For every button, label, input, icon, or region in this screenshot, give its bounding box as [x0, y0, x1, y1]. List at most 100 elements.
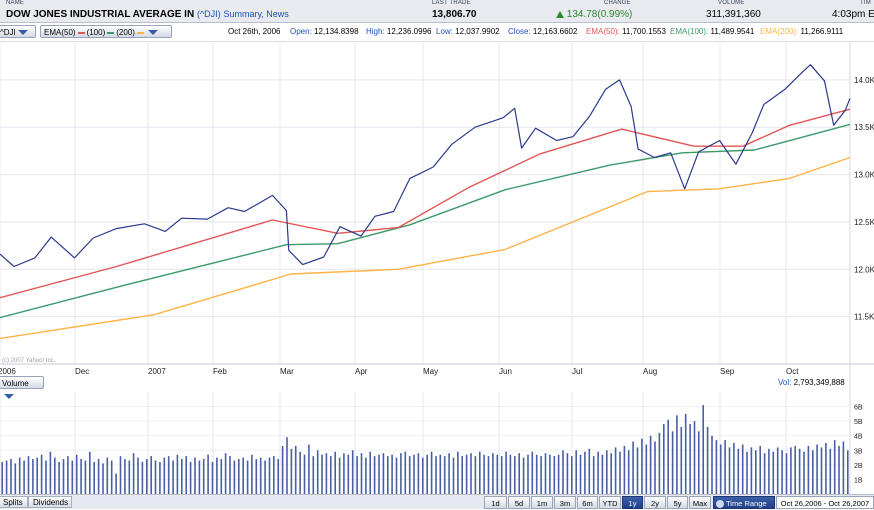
- series-line-dji: [0, 64, 851, 268]
- range-1d-button[interactable]: 1d: [484, 496, 507, 509]
- low-readout: Low: 12,037.9902: [436, 27, 500, 36]
- close-value: 12,163.6602: [532, 27, 578, 36]
- chart-grid: [0, 42, 874, 494]
- range-max-button[interactable]: Max: [689, 496, 711, 509]
- low-value: 12,037.9902: [455, 27, 500, 36]
- ema100-swatch: [107, 31, 115, 34]
- y-tick-label: 13.0K: [854, 171, 874, 180]
- time-range-icon: [716, 500, 724, 509]
- x-tick-label: 2007: [148, 367, 166, 376]
- y-tick-label: 11.5K: [854, 313, 874, 322]
- chevron-down-icon: [4, 394, 14, 400]
- range-6m-button[interactable]: 6m: [577, 496, 598, 509]
- vol-label: Vol:: [778, 378, 792, 387]
- x-tick-label: Feb: [213, 367, 227, 376]
- chevron-down-icon: [17, 30, 28, 36]
- ema100-label: EMA(100):: [670, 27, 709, 36]
- volume-tick-label: 6B: [854, 405, 863, 412]
- y-tick-label: 12.5K: [854, 218, 874, 227]
- ema200-readout: EMA(200): 11,266.9111: [760, 27, 843, 36]
- ema50-label: EMA(50):: [586, 27, 620, 36]
- volume-tick-label: 3B: [854, 448, 863, 455]
- copyright-watermark: (c) 2007 Yahoo! Inc.: [2, 358, 56, 364]
- series-line-ema200: [0, 156, 851, 340]
- x-tick-label: Aug: [643, 367, 657, 376]
- high-value: 12,236.0996: [386, 27, 432, 36]
- volume-tick-label: 4B: [854, 434, 863, 441]
- name-column-label: NAME: [6, 0, 25, 6]
- change-value: 134.78(0.99%): [566, 9, 633, 20]
- dividends-tab[interactable]: Dividends: [28, 496, 72, 508]
- price-chart[interactable]: 2006 Dec 2007 Feb Mar Apr May Jun Jul Aug Sep Oct 1…: [0, 42, 874, 494]
- ema-indicator-dropdown[interactable]: EMA(50) (100) (200): [40, 25, 172, 38]
- volume-axis-labels: 6B 5B 4B 3B 2B 1B: [854, 405, 863, 485]
- y-axis-labels: 14.0K 13.5K 13.0K 12.5K 12.0K 11.5K: [854, 76, 874, 322]
- volume-value: 311,391,360: [706, 9, 761, 20]
- stock-symbol: (^DJI): [196, 9, 221, 19]
- open-label: Open:: [290, 27, 312, 36]
- y-tick-label: 14.0K: [854, 76, 874, 85]
- range-1y-button[interactable]: 1y: [622, 496, 643, 509]
- last-trade-value: 13,806.70: [432, 9, 477, 20]
- symbol-label: ^DJI: [0, 28, 16, 37]
- ema100-readout: EMA(100): 11,489.9541: [670, 27, 754, 36]
- close-readout: Close: 12,163.6602: [508, 27, 577, 36]
- splits-tab[interactable]: Splits: [0, 496, 28, 508]
- x-tick-label: Jun: [499, 367, 512, 376]
- volume-button-label: Volume: [2, 379, 29, 388]
- ema50-button-label: EMA(50): [44, 28, 76, 37]
- y-tick-label: 13.5K: [854, 123, 874, 132]
- range-3m-button[interactable]: 3m: [554, 496, 576, 509]
- x-tick-label: 2006: [0, 367, 16, 376]
- series-line-ema100: [0, 123, 851, 319]
- range-1m-button[interactable]: 1m: [531, 496, 553, 509]
- x-tick-label: Oct: [786, 367, 799, 376]
- time-range-button[interactable]: Time Range: [713, 496, 775, 509]
- price-series-group: [0, 64, 851, 340]
- time-range-label: Time Range: [726, 499, 767, 508]
- volume-dropdown[interactable]: Volume: [0, 376, 44, 400]
- time-column-label: TIM: [860, 0, 871, 6]
- ema50-readout: EMA(50): 11,700.1553: [586, 27, 666, 36]
- chevron-down-icon: [147, 30, 158, 36]
- time-value: 4:03pm ET: [832, 9, 874, 20]
- ema50-value: 11,700.1553: [622, 27, 666, 36]
- range-5y-button[interactable]: 5y: [667, 496, 688, 509]
- volume-tick-label: 1B: [854, 477, 863, 484]
- high-label: High:: [366, 27, 385, 36]
- open-readout: Open: 12,134.8398: [290, 27, 359, 36]
- x-tick-label: Mar: [280, 367, 294, 376]
- change-cell: 134.78(0.99%): [556, 9, 632, 20]
- stock-name: DOW JONES INDUSTRIAL AVERAGE IN: [6, 9, 195, 20]
- volume-tick-label: 2B: [854, 463, 863, 470]
- volume-bars: [1, 405, 849, 494]
- range-ytd-button[interactable]: YTD: [599, 496, 621, 509]
- summary-news-link[interactable]: Summary, News: [223, 9, 289, 19]
- x-tick-label: Jul: [572, 367, 582, 376]
- change-column-label: CHANGE: [604, 0, 631, 6]
- x-axis-labels: 2006 Dec 2007 Feb Mar Apr May Jun Jul Aug Sep Oct: [0, 367, 799, 376]
- low-label: Low:: [436, 27, 453, 36]
- range-2y-button[interactable]: 2y: [644, 496, 666, 509]
- last-trade-column-label: LAST TRADE: [432, 0, 471, 6]
- time-range-display: Oct 26,2006 - Oct 26,2007: [776, 496, 874, 509]
- volume-readout: Vol: 2,793,349,888: [778, 378, 845, 387]
- x-tick-label: May: [423, 367, 438, 376]
- vol-value: 2,793,349,888: [793, 378, 845, 387]
- chart-toolbar: ^DJI EMA(50) (100) (200) Oct 26th, 2006 Op…: [0, 23, 874, 42]
- series-line-ema50: [0, 108, 851, 299]
- bottom-controls: Splits Dividends 1d 5d 1m 3m 6m YTD 1y 2…: [0, 494, 874, 509]
- ema50-swatch: [77, 31, 85, 34]
- symbol-dropdown[interactable]: ^DJI: [0, 25, 36, 38]
- x-tick-label: Sep: [720, 367, 735, 376]
- x-tick-label: Dec: [75, 367, 89, 376]
- close-label: Close:: [508, 27, 531, 36]
- ema200-label: EMA(200):: [760, 27, 799, 36]
- range-5d-button[interactable]: 5d: [508, 496, 530, 509]
- chart-background: [0, 42, 874, 494]
- hover-date: Oct 26th, 2006: [228, 27, 281, 36]
- volume-header: Volume Vol: 2,793,349,888: [0, 376, 874, 400]
- stock-name-row: DOW JONES INDUSTRIAL AVERAGE IN (^DJI) S…: [6, 9, 289, 20]
- ema200-button-label: (200): [116, 28, 135, 37]
- y-tick-label: 12.0K: [854, 265, 874, 274]
